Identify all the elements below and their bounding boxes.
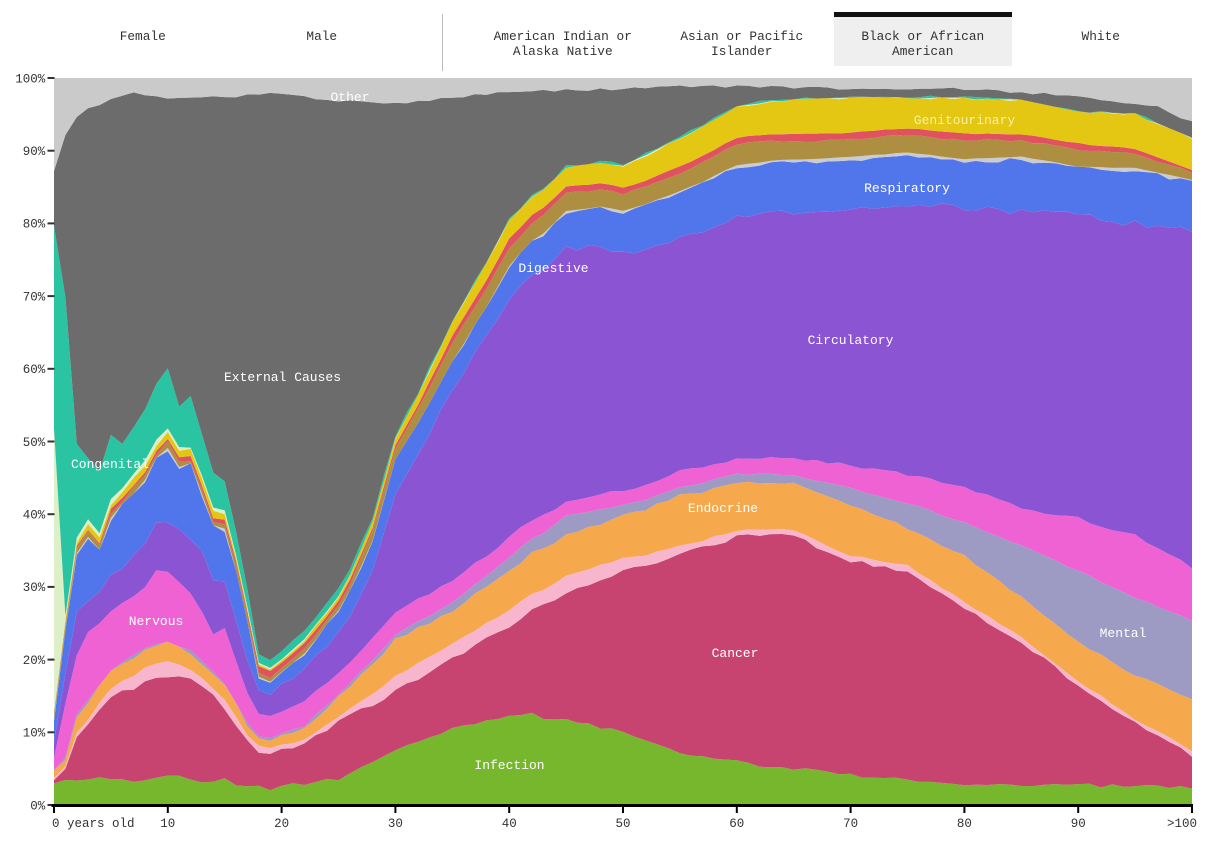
- svg-text:40%: 40%: [23, 509, 46, 523]
- svg-text:30%: 30%: [23, 581, 46, 595]
- svg-text:Nervous: Nervous: [129, 614, 184, 629]
- svg-text:0 years old: 0 years old: [52, 817, 135, 831]
- svg-text:Respiratory: Respiratory: [864, 181, 950, 196]
- svg-text:80%: 80%: [23, 218, 46, 232]
- svg-text:50%: 50%: [23, 436, 46, 450]
- svg-text:Endocrine: Endocrine: [688, 501, 758, 516]
- svg-text:Infection: Infection: [474, 758, 544, 773]
- svg-text:90%: 90%: [23, 145, 46, 159]
- svg-text:Mental: Mental: [1100, 626, 1147, 641]
- svg-text:Digestive: Digestive: [518, 261, 588, 276]
- svg-text:70%: 70%: [23, 290, 46, 304]
- svg-text:70: 70: [843, 817, 858, 831]
- svg-text:Other: Other: [330, 90, 369, 105]
- svg-text:80: 80: [957, 817, 972, 831]
- svg-text:Circulatory: Circulatory: [808, 333, 894, 348]
- svg-text:External Causes: External Causes: [224, 370, 341, 385]
- svg-text:>100: >100: [1167, 817, 1197, 831]
- svg-text:20: 20: [274, 817, 289, 831]
- svg-text:Cancer: Cancer: [712, 646, 759, 661]
- svg-text:30: 30: [388, 817, 403, 831]
- svg-text:60%: 60%: [23, 363, 46, 377]
- svg-text:40: 40: [502, 817, 517, 831]
- svg-text:10%: 10%: [23, 727, 46, 741]
- svg-text:20%: 20%: [23, 654, 46, 668]
- svg-text:60: 60: [729, 817, 744, 831]
- svg-text:Congenital: Congenital: [71, 457, 149, 472]
- svg-text:10: 10: [160, 817, 175, 831]
- svg-text:100%: 100%: [15, 72, 46, 86]
- svg-text:50: 50: [615, 817, 630, 831]
- svg-text:Genitourinary: Genitourinary: [914, 113, 1016, 128]
- svg-text:0%: 0%: [30, 799, 46, 813]
- svg-text:90: 90: [1071, 817, 1086, 831]
